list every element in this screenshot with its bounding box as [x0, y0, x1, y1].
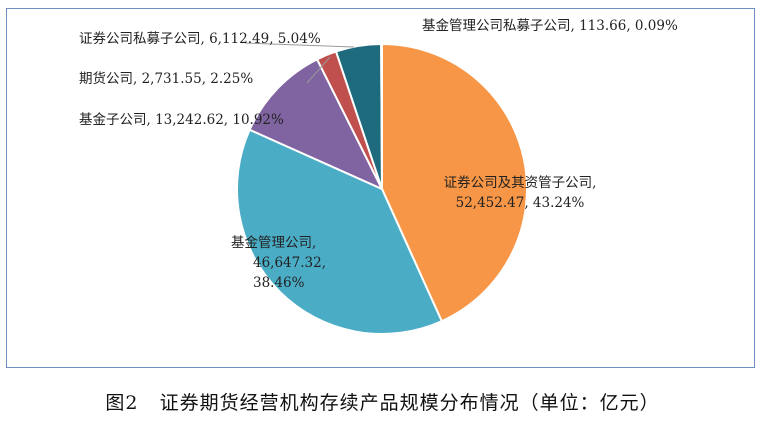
label-sec-private: 证券公司私募子公司, 6,112.49, 5.04%	[79, 31, 321, 47]
figure-caption: 图2 证券期货经营机构存续产品规模分布情况（单位：亿元）	[105, 392, 660, 414]
chart-frame: 证券公司及其资管子公司, 52,452.47, 43.24% 基金管理公司, 46,6…	[6, 8, 755, 368]
slice-fund-private	[380, 42, 383, 190]
label-futures: 期货公司, 2,731.55, 2.25%	[79, 70, 253, 87]
slice-securities	[381, 42, 528, 323]
label-fund-private: 基金管理公司私募子公司, 113.66, 0.09%	[422, 17, 678, 34]
slice-fund-mgmt	[236, 128, 444, 335]
leader-line	[244, 42, 355, 48]
label-fund-sub: 基金子公司, 13,242.62, 10.92%	[79, 111, 284, 128]
slice-fund-sub	[248, 57, 385, 192]
label-securities: 证券公司及其资管子公司, 52,452.47, 43.24%	[444, 175, 597, 211]
pie-chart: 证券公司及其资管子公司, 52,452.47, 43.24% 基金管理公司, 46,6…	[79, 17, 678, 335]
leader-line	[306, 56, 331, 84]
label-fund-mgmt: 基金管理公司, 46,647.32, 38.46%	[231, 234, 326, 291]
